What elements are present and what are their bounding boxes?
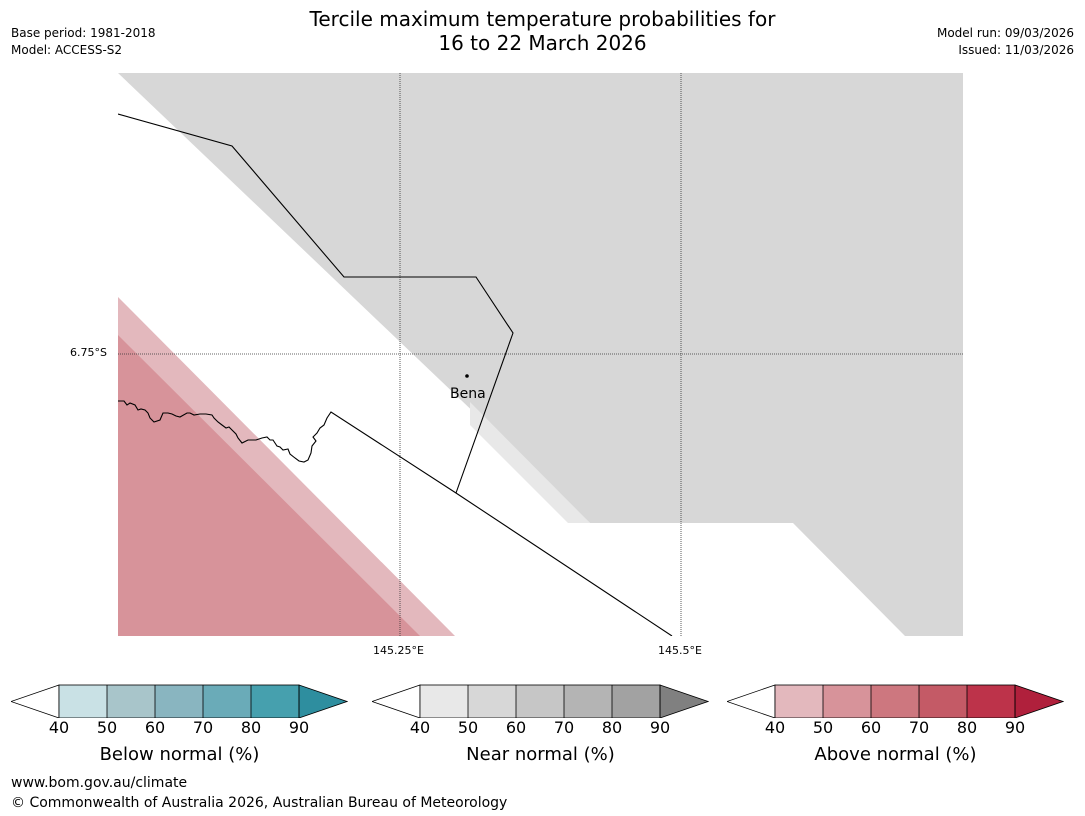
tick-label: 80 (240, 718, 262, 737)
tick-label: 90 (1004, 718, 1026, 737)
header-meta-left: Base period: 1981-2018 Model: ACCESS-S2 (11, 25, 156, 59)
colorbar-below-ticks: 40 50 60 70 80 90 (11, 718, 348, 738)
above-extend-low (727, 684, 776, 718)
below-bin-60-70 (155, 685, 203, 718)
above-extend-high (1014, 684, 1064, 718)
tick-label: 50 (96, 718, 118, 737)
near-normal-region-50-60 (118, 73, 963, 636)
province-boundary-north (118, 113, 514, 494)
above-bin-70-80 (919, 685, 967, 718)
base-period-text: Base period: 1981-2018 (11, 26, 156, 40)
tick-label: 60 (860, 718, 882, 737)
tick-label: 80 (601, 718, 623, 737)
tick-label: 40 (48, 718, 70, 737)
near-bin-50-60 (468, 685, 516, 718)
model-run-text: Model run: 09/03/2026 (936, 26, 1074, 40)
colorbar-near-normal: 40 50 60 70 80 90 Near normal (%) (372, 684, 709, 765)
tick-label: 90 (288, 718, 310, 737)
above-bin-50-60 (823, 685, 871, 718)
map-title: Tercile maximum temperature probabilitie… (0, 7, 1085, 55)
near-extend-high (659, 684, 709, 718)
colorbar-above-normal: 40 50 60 70 80 90 Above normal (%) (727, 684, 1064, 765)
below-bin-80-90 (251, 685, 299, 718)
colorbar-above-label: Above normal (%) (814, 744, 977, 765)
model-text: Model: ACCESS-S2 (11, 43, 123, 57)
place-label-bena: Bena (450, 386, 486, 402)
tick-label: 70 (553, 718, 575, 737)
lon-label-1: 145.25°E (373, 644, 424, 657)
lon-label-2: 145.5°E (658, 644, 702, 657)
below-extend-high (298, 684, 348, 718)
below-bin-70-80 (203, 685, 251, 718)
colorbar-above-ticks: 40 50 60 70 80 90 (727, 718, 1064, 738)
header-meta-right: Model run: 09/03/2026 Issued: 11/03/2026 (937, 25, 1074, 59)
colorbar-below-normal: 40 50 60 70 80 90 Below normal (%) (11, 684, 348, 765)
tick-label: 50 (457, 718, 479, 737)
colorbar-near-label: Near normal (%) (466, 744, 615, 765)
near-bin-80-90 (612, 685, 660, 718)
colorbar-below-normal-graphic (11, 684, 348, 718)
tick-label: 60 (505, 718, 527, 737)
near-normal-region-40-50 (470, 402, 590, 523)
title-line-1: Tercile maximum temperature probabilitie… (309, 7, 776, 31)
below-bin-40-50 (59, 685, 107, 718)
issued-text: Issued: 11/03/2026 (958, 43, 1074, 57)
below-bin-50-60 (107, 685, 155, 718)
above-bin-60-70 (871, 685, 919, 718)
colorbar-near-normal-graphic (372, 684, 709, 718)
tick-label: 80 (956, 718, 978, 737)
bena-location-marker[interactable] (465, 374, 469, 378)
near-bin-70-80 (564, 685, 612, 718)
title-line-2: 16 to 22 March 2026 (438, 31, 647, 55)
footer-url[interactable]: www.bom.gov.au/climate (11, 775, 188, 791)
near-bin-60-70 (516, 685, 564, 718)
above-bin-40-50 (775, 685, 823, 718)
tick-label: 70 (192, 718, 214, 737)
province-boundary-south (118, 400, 673, 636)
above-bin-80-90 (967, 685, 1015, 718)
colorbar-above-normal-graphic (727, 684, 1064, 718)
tick-label: 70 (908, 718, 930, 737)
tick-label: 60 (144, 718, 166, 737)
tick-label: 90 (649, 718, 671, 737)
tick-label: 40 (764, 718, 786, 737)
footer-copyright: © Commonwealth of Australia 2026, Austra… (11, 795, 508, 811)
near-extend-low (372, 684, 421, 718)
colorbar-near-ticks: 40 50 60 70 80 90 (372, 718, 709, 738)
tick-label: 40 (409, 718, 431, 737)
colorbar-below-label: Below normal (%) (99, 744, 260, 765)
near-bin-40-50 (420, 685, 468, 718)
tick-label: 50 (812, 718, 834, 737)
lat-label: 6.75°S (70, 346, 107, 359)
below-extend-low (11, 684, 60, 718)
above-normal-region-50-60 (118, 335, 420, 636)
